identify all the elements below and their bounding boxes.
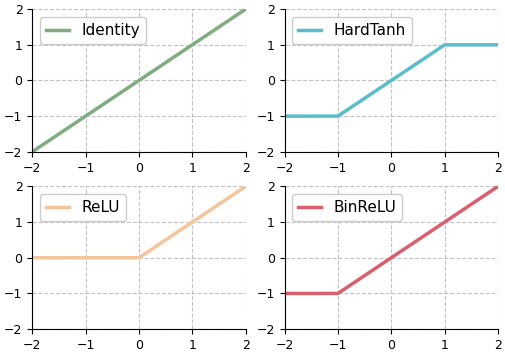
Legend: Identity: Identity [40,17,145,44]
Legend: ReLU: ReLU [40,194,126,221]
Legend: BinReLU: BinReLU [291,194,401,221]
Legend: HardTanh: HardTanh [291,17,411,44]
